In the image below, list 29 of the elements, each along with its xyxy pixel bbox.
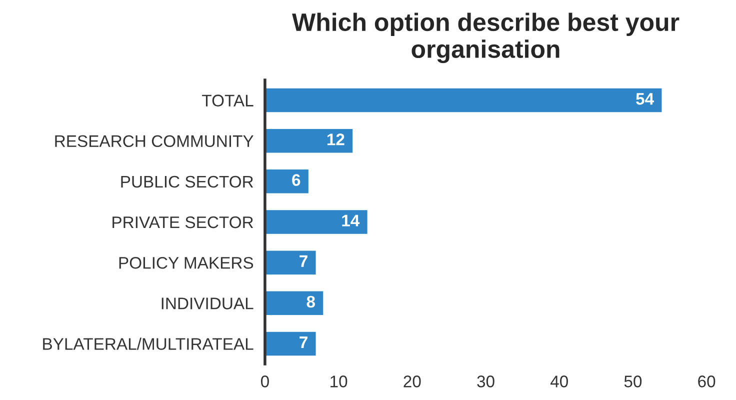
x-tick-label: 10 (330, 376, 348, 388)
data-label: 8 (306, 296, 315, 308)
y-tick-label: TOTAL (202, 94, 254, 106)
bar (264, 330, 318, 357)
y-tick-label: PRIVATE SECTOR (112, 216, 254, 228)
data-label: 54 (636, 93, 654, 105)
bar (264, 128, 354, 154)
x-tick-label: 40 (550, 376, 568, 388)
chart-title: Which option describe best your organisation (292, 12, 680, 64)
x-tick-label: 50 (624, 376, 642, 388)
x-tick-label: 60 (698, 376, 716, 388)
data-label: 12 (327, 134, 344, 146)
y-tick-label: POLICY MAKERS (119, 256, 254, 269)
y-tick-label: BYLATERAL/MULTIRATEAL (43, 338, 254, 350)
y-tick-label: RESEARCH COMMUNITY (55, 135, 254, 148)
x-tick-label: 20 (404, 376, 421, 388)
y-tick-label: INDIVIDUAL (162, 298, 254, 310)
y-tick-label: PUBLIC SECTOR (121, 176, 254, 188)
data-label: 7 (300, 255, 308, 267)
bar (264, 168, 310, 195)
bar (264, 87, 664, 114)
bar (264, 208, 369, 236)
bar (264, 249, 318, 276)
data-label: 14 (342, 214, 360, 226)
x-tick-label: 0 (260, 376, 269, 388)
x-tick-label: 30 (477, 376, 494, 388)
data-label: 6 (292, 174, 300, 186)
bar (264, 290, 325, 316)
data-label: 7 (300, 336, 308, 348)
